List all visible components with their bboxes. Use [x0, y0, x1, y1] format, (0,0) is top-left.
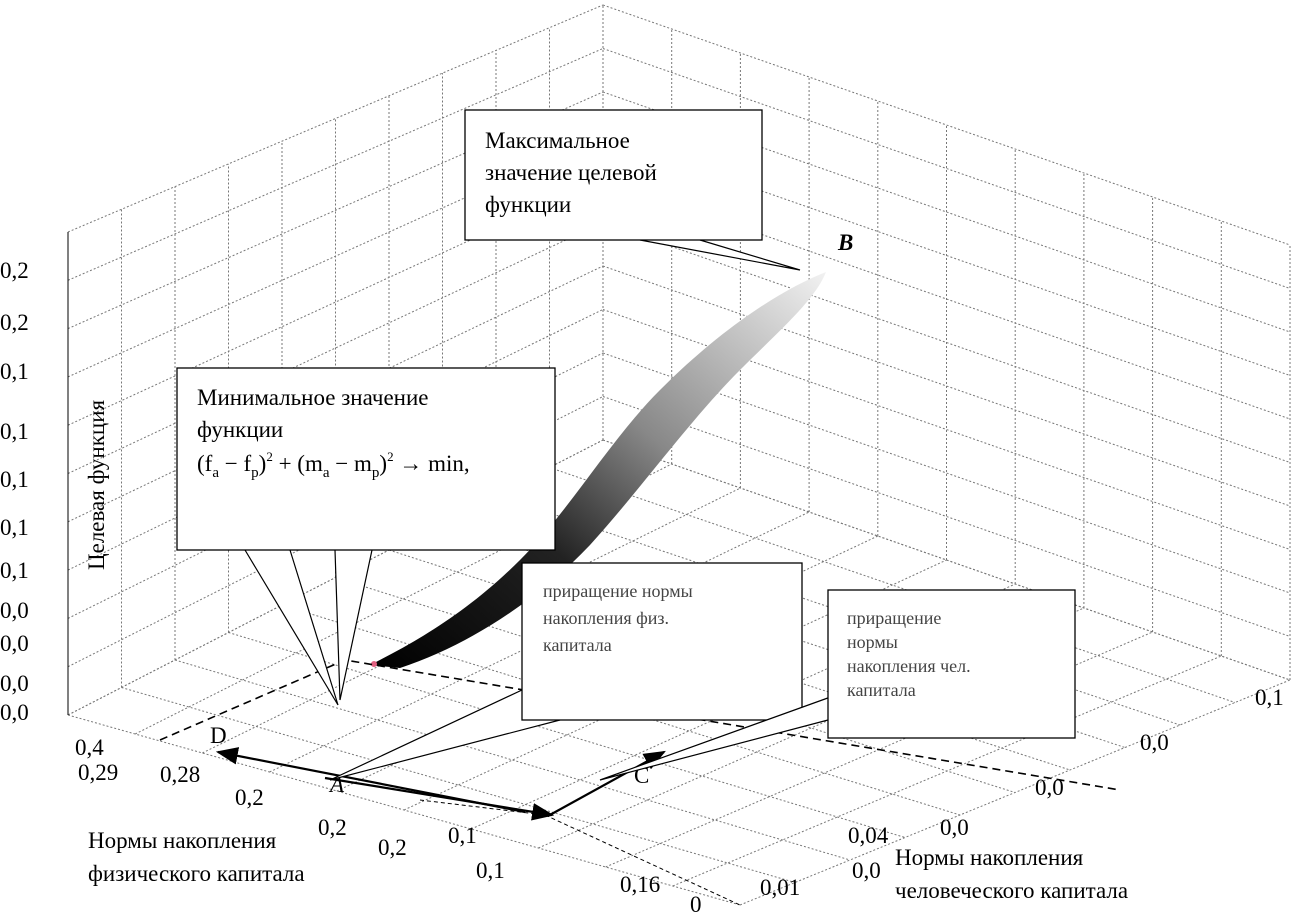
- callout-text: капитала: [543, 635, 612, 655]
- z-tick-label: 0,0: [0, 631, 29, 656]
- callout-text: капитала: [847, 680, 916, 700]
- y-axis-title: Нормы накопления: [895, 845, 1084, 870]
- callout-text: накопления чел.: [847, 656, 971, 676]
- grid-line: [67, 48, 604, 281]
- formula-part: + (m: [273, 451, 323, 476]
- y-tick-label: 0,1: [1255, 685, 1284, 710]
- y-tick-label: 0,04: [848, 823, 889, 848]
- formula-sup: 2: [387, 449, 394, 464]
- callout-pointer: [329, 689, 561, 781]
- formula-part: (f: [197, 451, 213, 476]
- grid-line: [549, 467, 1236, 703]
- point-label: D: [210, 723, 227, 748]
- x-tick-label: 0,2: [318, 815, 347, 840]
- y-tick-label: 0,0: [852, 858, 881, 883]
- surface: [370, 272, 826, 668]
- z-tick-label: 0,1: [0, 515, 29, 540]
- formula-sup: 2: [266, 449, 273, 464]
- formula-sub: a: [212, 465, 219, 481]
- z-tick-label: 0,0: [0, 598, 29, 623]
- formula-part: − m: [330, 451, 372, 476]
- grid-line: [672, 655, 1222, 887]
- x-tick-label: 0,2: [235, 785, 264, 810]
- callout-text: нормы: [847, 632, 898, 652]
- y-tick-label: 0,0: [940, 815, 969, 840]
- z-axis-title: Целевая функция: [84, 399, 109, 570]
- grid-line: [174, 659, 851, 861]
- grid-line: [602, 439, 1291, 681]
- z-tick-label: 0,1: [0, 419, 29, 444]
- callout-text: Максимальное: [485, 128, 630, 153]
- callout-text: приращение нормы: [543, 581, 693, 601]
- z-tick-label: 0,0: [0, 700, 29, 725]
- callout-text: значение целевой: [485, 160, 657, 185]
- formula-part: → min,: [394, 451, 470, 476]
- callout-box: [464, 109, 763, 241]
- min-point: [371, 661, 377, 667]
- point-label: A: [328, 772, 345, 797]
- x-tick-label: 0: [690, 892, 702, 917]
- grid-line: [602, 396, 1291, 637]
- formula-sub: p: [372, 465, 380, 481]
- x-axis-title: Нормы накопления: [88, 828, 277, 853]
- callout-min: Минимальное значение функции: [197, 385, 428, 442]
- callout-text: функции: [485, 192, 571, 217]
- grid-line: [121, 687, 796, 883]
- z-tick-label: 0,2: [0, 258, 29, 283]
- formula-sub: p: [251, 465, 259, 481]
- z-tick-label: 0,1: [0, 467, 29, 492]
- grid-line: [602, 265, 1291, 507]
- y-tick-label: 0,0: [1035, 775, 1064, 800]
- grid-line: [67, 91, 604, 330]
- x-tick-label: 0,16: [620, 872, 660, 897]
- y-axis-title: человеческого капитала: [895, 878, 1128, 903]
- x-axis-title: физического капитала: [88, 861, 305, 886]
- callout-pointer: [599, 689, 851, 781]
- formula-sub: a: [323, 465, 330, 481]
- point-label: B: [837, 230, 853, 255]
- x-tick-label: 0,1: [448, 823, 477, 848]
- callout-text: Минимальное значение: [197, 385, 428, 410]
- grid-line: [67, 222, 604, 474]
- y-tick-label: 0,01: [760, 875, 800, 900]
- grid-line: [67, 4, 604, 233]
- formula-part: ): [379, 451, 387, 476]
- z-tick-label: 0,1: [0, 359, 29, 384]
- grid-line: [602, 309, 1291, 550]
- labels: 0,0 0,0 0,0 0,0 0,1 0,1 0,1 0,1 0,1 0,2 0,2 Целевая…: [0, 230, 1284, 917]
- x-tick-label: 0,28: [160, 762, 200, 787]
- y-tick-label: 0,0: [1140, 730, 1169, 755]
- grid-line: [602, 4, 1291, 246]
- callout-text: функции: [197, 417, 283, 442]
- formula-part: − f: [219, 451, 251, 476]
- x-tick-label: 0,4: [75, 735, 104, 760]
- x-tick-label: 0,2: [378, 835, 407, 860]
- callout-box: [827, 589, 1076, 739]
- z-tick-label: 0,0: [0, 671, 29, 696]
- z-tick-label: 0,2: [0, 310, 29, 335]
- callout-text: накопления физ.: [543, 608, 669, 628]
- callout-pointer: [639, 239, 801, 271]
- callout-max: Максимальное значение целевой функции: [485, 128, 657, 217]
- callout-pointer: [334, 549, 373, 701]
- formula: (fa − fp)2 + (ma − mp)2 → min,: [197, 449, 470, 481]
- x-tick-label: 0,1: [476, 858, 505, 883]
- callout-phys: приращение нормы накопления физ. капитала: [543, 581, 693, 655]
- callout-box: [176, 367, 556, 551]
- formula-part: ): [259, 451, 267, 476]
- grid-line: [739, 679, 1291, 906]
- callout-text: приращение: [847, 608, 941, 628]
- callout-human: приращение нормы накопления чел. капитала: [847, 608, 971, 700]
- z-tick-label: 0,1: [0, 558, 29, 583]
- grid-line: [602, 48, 1291, 289]
- grid-line: [602, 222, 1291, 463]
- x-tick-label: 0,29: [78, 760, 118, 785]
- callout-box: [521, 562, 803, 721]
- callout-pointer: [244, 549, 339, 706]
